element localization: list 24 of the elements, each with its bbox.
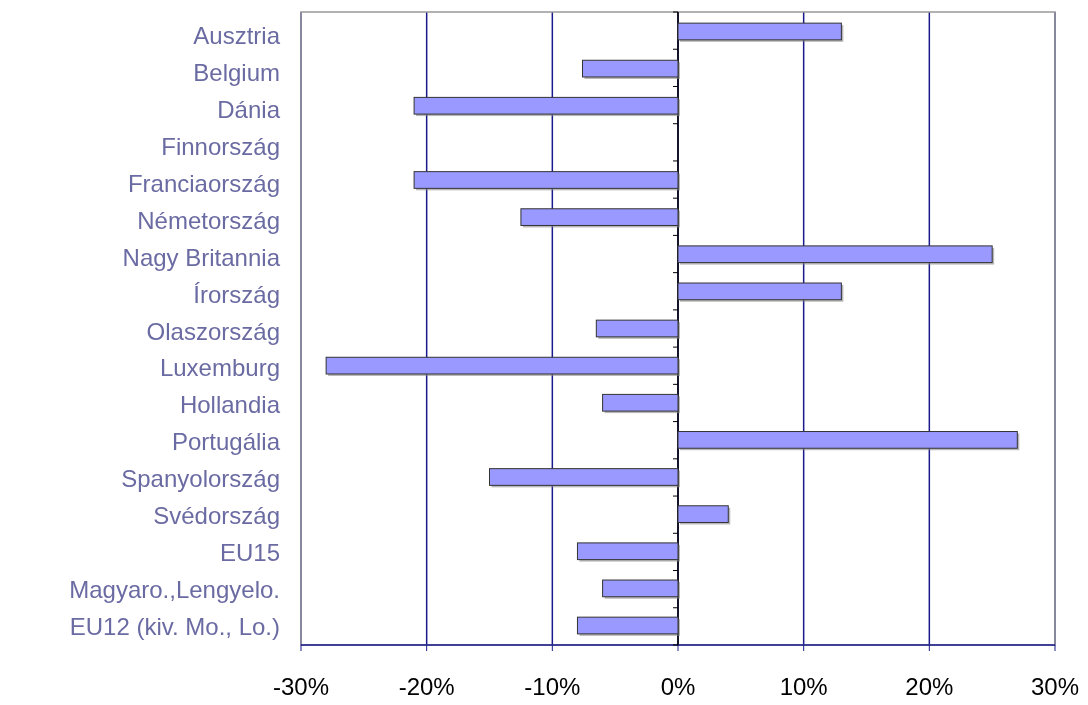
x-tick-label: -30% bbox=[272, 673, 330, 700]
y-tick-label: Luxemburg bbox=[159, 354, 280, 382]
y-tick-label: Olaszország bbox=[146, 317, 280, 345]
x-tick-label: 20% bbox=[905, 673, 954, 700]
y-tick-label: Svédország bbox=[153, 501, 280, 529]
y-tick-label: Ausztria bbox=[193, 22, 281, 50]
y-tick-label: Spanyolország bbox=[121, 465, 280, 493]
y-tick-label: Németország bbox=[137, 206, 280, 234]
x-tick-label: -10% bbox=[524, 673, 581, 700]
x-tick-label: 30% bbox=[1030, 673, 1080, 700]
y-tick-label: Nagy Britannia bbox=[122, 243, 281, 271]
y-tick-label: Portugália bbox=[171, 428, 281, 456]
x-tick-label: 0% bbox=[660, 673, 696, 700]
x-tick-label: 10% bbox=[779, 673, 828, 700]
y-tick-label: Írország bbox=[193, 280, 280, 308]
y-tick-label: Franciaország bbox=[127, 169, 280, 197]
y-tick-label: Finnország bbox=[161, 133, 280, 161]
y-tick-label: EU12 (kiv. Mo., Lo.) bbox=[69, 612, 280, 640]
y-tick-label: Magyaro.,Lengyelo. bbox=[69, 575, 280, 603]
y-tick-label: Hollandia bbox=[179, 391, 281, 419]
x-tick-label: -20% bbox=[398, 673, 455, 700]
y-tick-label: Belgium bbox=[193, 59, 280, 87]
y-tick-label: EU15 bbox=[219, 538, 280, 566]
y-tick-label: Dánia bbox=[217, 96, 281, 124]
